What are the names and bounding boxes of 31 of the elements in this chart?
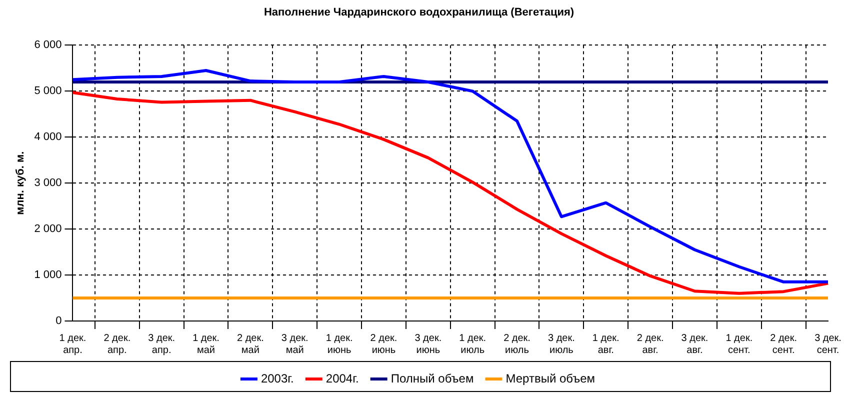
- legend-label: Мертвый объем: [506, 371, 596, 386]
- chart-title: Наполнение Чардаринского водохранилища (Вегетация): [264, 6, 574, 19]
- legend-label: 2004г.: [326, 371, 359, 386]
- y-tick-label: 5 000: [34, 85, 62, 98]
- legend-label: Полный объем: [390, 371, 474, 386]
- y-axis-title: млн. куб. м.: [14, 151, 27, 215]
- x-tick-label: 2 дек. июль: [504, 332, 530, 356]
- x-tick-label: 2 дек. авг.: [636, 332, 664, 356]
- x-tick-label: 3 дек. май: [281, 332, 308, 356]
- x-tick-label: 2 дек. сент.: [770, 332, 798, 356]
- y-tick-label: 2 000: [34, 223, 62, 236]
- x-tick-label: 1 дек. апр.: [59, 332, 86, 356]
- x-tick-label: 1 дек. сент.: [726, 332, 753, 356]
- y-tick-label: 0: [56, 315, 62, 328]
- y-tick-label: 1 000: [34, 269, 62, 282]
- x-tick-label: 1 дек. авг.: [592, 332, 620, 356]
- y-tick-label: 3 000: [34, 177, 62, 190]
- x-tick-label: 3 дек. июль: [548, 332, 575, 356]
- x-tick-label: 1 дек. май: [192, 332, 220, 356]
- x-tick-label: 3 дек. июнь: [414, 332, 442, 356]
- x-tick-label: 3 дек. сент.: [814, 332, 842, 356]
- x-tick-label: 3 дек. апр.: [148, 332, 176, 356]
- y-tick-label: 4 000: [34, 131, 62, 144]
- legend-label: 2003г.: [260, 371, 294, 386]
- x-tick-label: 3 дек. авг.: [681, 332, 708, 356]
- x-tick-label: 1 дек. июнь: [326, 332, 353, 356]
- y-tick-label: 6 000: [34, 39, 62, 52]
- x-tick-label: 2 дек. апр.: [104, 332, 131, 356]
- x-tick-label: 1 дек. июль: [459, 332, 486, 356]
- x-tick-label: 2 дек. май: [236, 332, 264, 356]
- x-tick-label: 2 дек. июнь: [370, 332, 398, 356]
